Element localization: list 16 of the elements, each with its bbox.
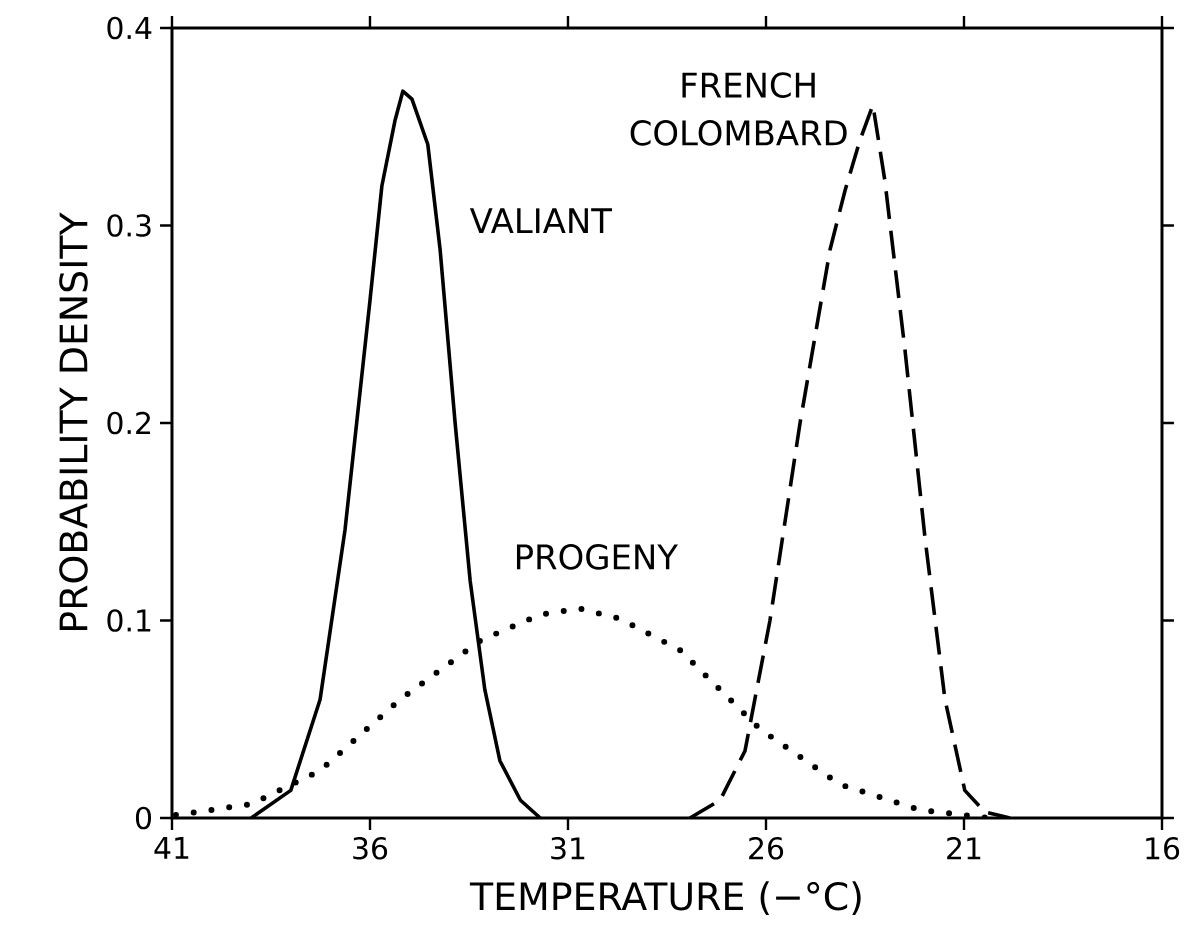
y-tick-label: 0 [135,806,152,830]
y-tick-label: 0.2 [107,411,150,435]
y-tick-label: 0.4 [107,16,152,40]
y-axis-title: PROBABILITY DENSITY [59,212,88,630]
y-tick-label: 0.1 [107,609,151,632]
x-tick-label: 16 [1146,836,1180,860]
x-tick-label: 36 [353,836,388,860]
x-tick-label: 41 [154,837,189,859]
x-tick-label: 31 [551,836,585,860]
y-tick-label: 0.3 [107,214,151,237]
series-label: PROGENY [516,544,679,570]
x-axis-title: TEMPERATURE (−°C) [469,881,861,915]
x-tick-label: 21 [947,836,981,860]
series-label: VALIANT [469,208,613,234]
series-label: FRENCH COLOMBARD [630,72,847,146]
x-tick-label: 26 [749,836,784,860]
